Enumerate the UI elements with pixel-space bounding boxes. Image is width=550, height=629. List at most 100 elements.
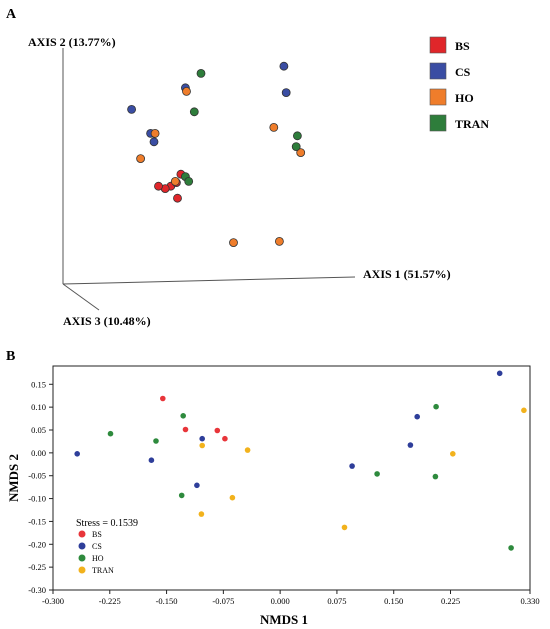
point-tran	[196, 69, 206, 78]
point-ho	[153, 438, 159, 444]
point-bs	[160, 395, 166, 402]
point-cs	[414, 413, 421, 420]
point-tran	[291, 142, 301, 152]
point-cs	[496, 370, 503, 377]
point-cs	[279, 61, 289, 71]
axis1-line	[62, 276, 356, 285]
point-ho	[432, 473, 439, 480]
legend-dot-cs	[78, 542, 86, 550]
legend-label-tran: TRAN	[92, 566, 114, 575]
y-tick-label: -0.15	[28, 516, 46, 526]
point-cs	[407, 442, 414, 448]
axis3-label: AXIS 3 (10.48%)	[63, 314, 151, 328]
point-ho	[433, 403, 439, 410]
legend-label-cs: CS	[92, 542, 102, 551]
legend-a: BS CS HO TRAN	[429, 36, 489, 132]
point-cs	[127, 105, 137, 114]
x-tick-label: 0.330	[520, 596, 539, 606]
point-tran	[184, 176, 194, 186]
point-tran	[199, 442, 205, 449]
axis2-label: AXIS 2 (13.77%)	[28, 35, 116, 49]
legend-swatch-bs	[429, 36, 447, 54]
x-tick-label: -0.150	[156, 596, 178, 606]
point-ho	[150, 128, 160, 138]
legend-label-bs: BS	[455, 39, 470, 53]
point-cs	[281, 88, 291, 97]
point-cs	[199, 435, 205, 442]
legend-dot-ho	[78, 554, 86, 562]
point-ho	[180, 413, 186, 419]
x-tick-label: 0.225	[441, 596, 460, 606]
axis-ticks: -0.300 -0.225 -0.150 -0.075 0.000 0.075 0.150 0…	[28, 379, 539, 606]
nmds-points	[74, 370, 527, 551]
point-tran	[292, 131, 302, 141]
y-tick-label: -0.20	[28, 539, 46, 549]
point-ho	[170, 176, 180, 186]
point-ho	[107, 430, 114, 437]
panel-b: B -0.300 -0.225 -0.150 -0.075 0.000 0.075 0.15…	[6, 349, 540, 627]
point-ho	[178, 492, 185, 499]
x-tick-label: 0.000	[271, 596, 290, 606]
x-axis-label: NMDS 1	[260, 612, 308, 627]
point-bs	[214, 427, 221, 434]
plot-frame	[52, 365, 531, 591]
y-tick-label: 0.00	[31, 448, 46, 458]
y-tick-label: -0.25	[28, 562, 46, 572]
point-bs	[222, 435, 228, 442]
legend-dot-tran	[78, 566, 86, 574]
x-tick-label: 0.150	[384, 596, 403, 606]
y-tick-label: -0.05	[28, 471, 46, 481]
legend-b: BS CS HO TRAN	[78, 530, 114, 575]
point-cs	[349, 463, 355, 469]
point-ho	[508, 545, 514, 551]
point-tran	[198, 511, 205, 517]
point-tran	[244, 447, 251, 453]
pcoa-points	[127, 61, 306, 248]
y-tick-label: 0.05	[31, 425, 46, 435]
panel-a: A AXIS 2 (13.77%) AXIS 1 (51.57%) AXIS 3…	[6, 7, 489, 328]
point-tran	[229, 494, 236, 501]
y-tick-label: 0.10	[31, 402, 46, 412]
legend-swatch-cs	[429, 62, 447, 80]
x-tick-label: -0.225	[99, 596, 121, 606]
x-tick-label: -0.075	[212, 596, 234, 606]
point-cs	[148, 457, 155, 464]
point-ho	[136, 154, 146, 164]
y-axis-label: NMDS 2	[6, 454, 21, 502]
point-tran	[450, 451, 456, 457]
point-ho	[229, 238, 238, 248]
panel-a-label: A	[6, 7, 17, 22]
point-ho	[374, 471, 380, 477]
point-cs	[194, 482, 200, 489]
legend-label-ho: HO	[455, 91, 474, 105]
point-cs	[74, 451, 80, 457]
point-bs	[182, 426, 189, 433]
point-ho	[274, 236, 284, 246]
point-cs	[149, 137, 159, 147]
point-ho	[296, 148, 306, 158]
y-tick-label: -0.10	[28, 494, 46, 504]
legend-swatch-tran	[429, 114, 447, 132]
x-tick-label: -0.300	[42, 596, 64, 606]
point-ho	[182, 87, 191, 96]
axis1-label: AXIS 1 (51.57%)	[363, 267, 451, 281]
point-ho	[269, 123, 279, 132]
axis3-line	[62, 283, 100, 311]
point-bs	[173, 193, 182, 203]
legend-swatch-ho	[429, 88, 447, 106]
point-tran	[521, 407, 527, 414]
legend-label-bs: BS	[92, 530, 102, 539]
stress-text: Stress = 0.1539	[76, 518, 138, 529]
legend-dot-bs	[78, 530, 86, 538]
legend-label-ho: HO	[92, 554, 104, 563]
point-tran	[341, 524, 348, 531]
point-tran	[189, 107, 199, 117]
panel-b-label: B	[6, 349, 15, 364]
legend-label-cs: CS	[455, 65, 471, 79]
legend-label-tran: TRAN	[455, 117, 489, 131]
y-tick-label: 0.15	[31, 379, 46, 389]
y-tick-label: -0.30	[28, 585, 46, 595]
x-tick-label: 0.075	[327, 596, 346, 606]
point-bs	[154, 181, 163, 191]
